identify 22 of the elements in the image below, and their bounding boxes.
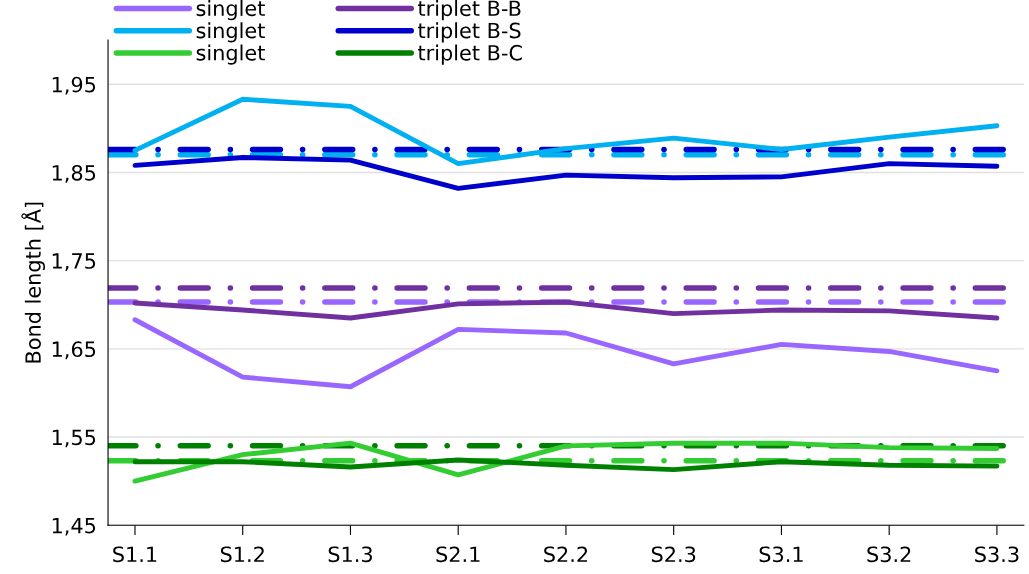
y-tick-label: 1,75 [52, 253, 96, 271]
x-tick-label: S2.3 [651, 546, 696, 563]
y-tick-label: 1,95 [52, 76, 96, 95]
legend-label: triplet B-S [418, 22, 521, 43]
x-tick-label: S1.3 [328, 546, 372, 563]
x-tick-label: S3.3 [975, 546, 1019, 563]
x-tick-label: S2.2 [544, 546, 588, 563]
legend-label: triplet B-C [418, 44, 522, 65]
y-tick-label: 1,85 [52, 164, 96, 183]
x-tick-label: S2.1 [436, 546, 480, 563]
y-tick-label: 1,45 [52, 517, 96, 536]
x-tick-label: S1.1 [113, 546, 157, 563]
y-axis-title: Bond length [Å] [21, 202, 45, 363]
legend-label: singlet [196, 22, 265, 43]
legend-label: triplet B-B [418, 0, 521, 21]
x-tick-label: S3.2 [867, 546, 911, 563]
legend-label: singlet [196, 44, 265, 65]
x-tick-label: S3.1 [759, 546, 803, 563]
y-tick-label: 1,65 [52, 341, 96, 360]
y-tick-label: 1,55 [52, 429, 96, 448]
x-tick-label: S1.2 [220, 546, 264, 563]
legend-label: singlet [196, 0, 265, 21]
